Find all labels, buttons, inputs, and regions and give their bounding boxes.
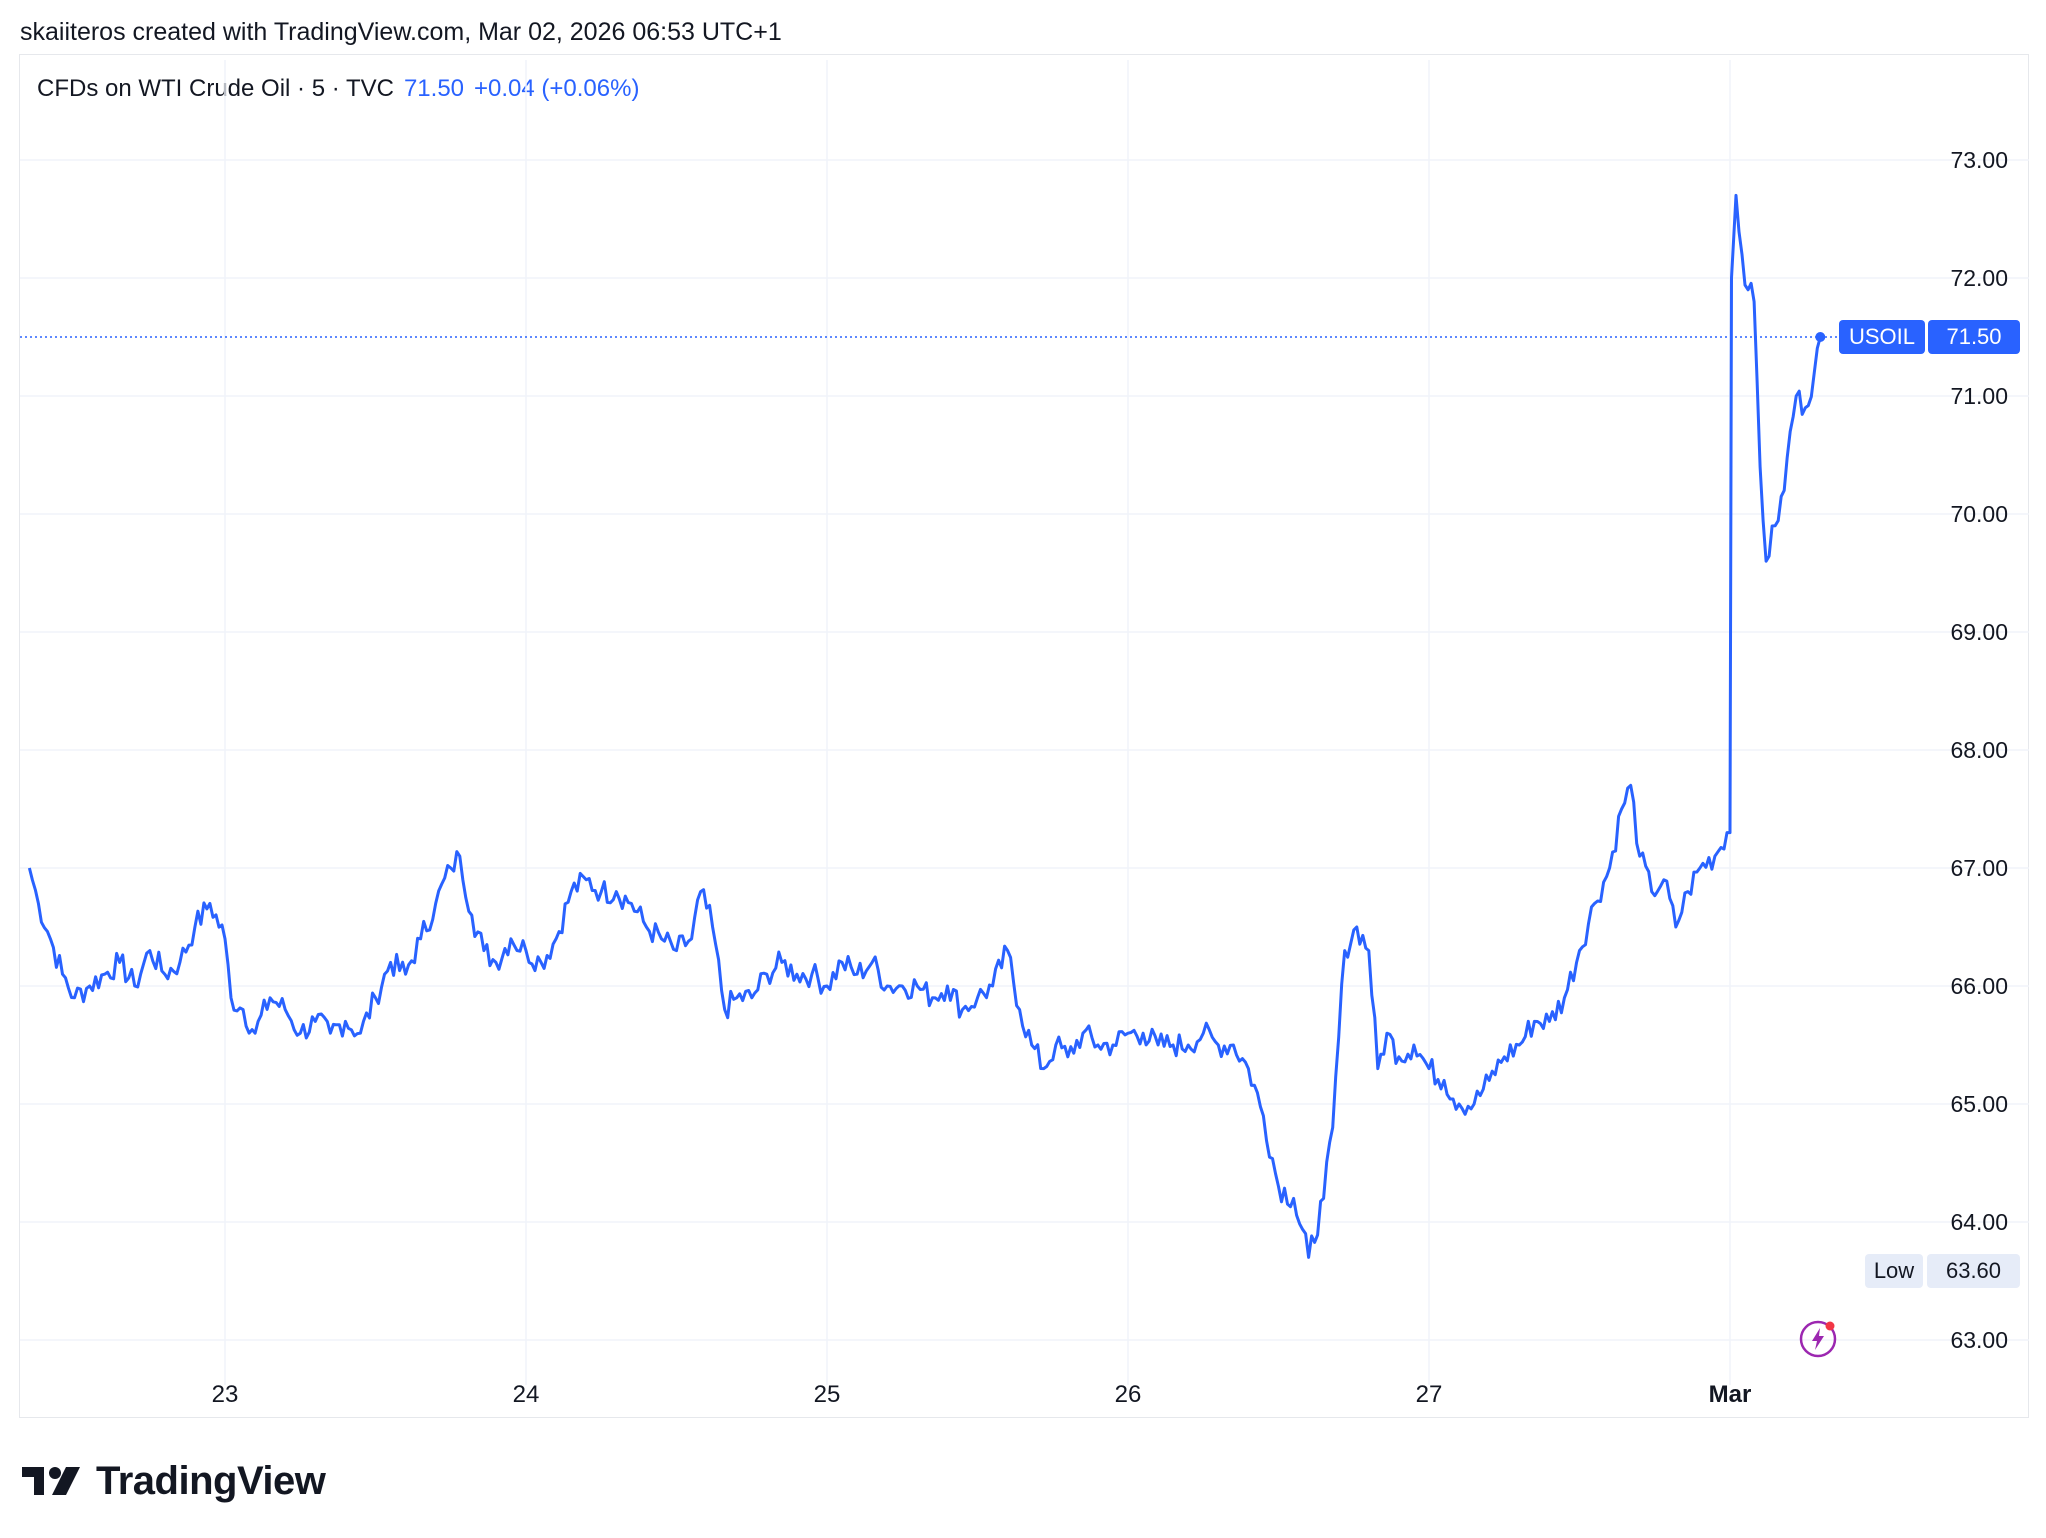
- x-tick-label: 23: [212, 1381, 239, 1408]
- x-tick-label: 25: [814, 1381, 841, 1408]
- chart-legend: CFDs on WTI Crude Oil · 5 · TVC 71.50 +0.0…: [37, 75, 639, 103]
- chart-credit: skaiiteros created with TradingView.com,…: [20, 18, 782, 46]
- grid-layer: [20, 60, 2029, 1385]
- legend-symbol[interactable]: CFDs on WTI Crude Oil · 5 · TVC: [37, 75, 394, 102]
- brand-name: TradingView: [96, 1458, 326, 1503]
- y-tick-label: 66.00: [1950, 973, 2008, 999]
- low-label-tag: Low: [1865, 1254, 1923, 1288]
- tradingview-brand[interactable]: TradingView: [22, 1456, 326, 1506]
- y-tick-label: 63.00: [1950, 1327, 2008, 1353]
- y-tick-label: 67.00: [1950, 855, 2008, 881]
- x-tick-label: Mar: [1709, 1381, 1752, 1408]
- price-series-line[interactable]: [27, 193, 1822, 1259]
- y-tick-label: 65.00: [1950, 1091, 2008, 1117]
- last-price-tag: 71.50: [1928, 320, 2020, 354]
- line-layer: [20, 193, 1838, 1259]
- y-tick-label: 72.00: [1950, 265, 2008, 291]
- y-tick-label: 70.00: [1950, 501, 2008, 527]
- y-tick-label: 69.00: [1950, 619, 2008, 645]
- y-tick-label: 64.00: [1950, 1209, 2008, 1235]
- legend-change: +0.04 (+0.06%): [474, 75, 640, 102]
- tradingview-logo-icon: [22, 1467, 80, 1495]
- legend-last-price: 71.50: [403, 75, 465, 102]
- y-tick-label: 73.00: [1950, 147, 2008, 173]
- y-tick-label: 71.00: [1950, 383, 2008, 409]
- x-tick-label: 24: [513, 1381, 540, 1408]
- y-tick-label: 68.00: [1950, 737, 2008, 763]
- low-value-tag: 63.60: [1927, 1254, 2020, 1288]
- last-price-marker: [1815, 332, 1826, 342]
- lightning-bolt-icon[interactable]: [1799, 1320, 1837, 1358]
- x-tick-label: 26: [1115, 1381, 1142, 1408]
- symbol-tag: USOIL: [1839, 320, 1925, 354]
- chart-frame: [19, 54, 2029, 1418]
- axis-layer: 63.00 64.00 65.00 66.00 67.00 68.00 69.00 70.00…: [212, 147, 2008, 1408]
- x-tick-label: 27: [1416, 1381, 1443, 1408]
